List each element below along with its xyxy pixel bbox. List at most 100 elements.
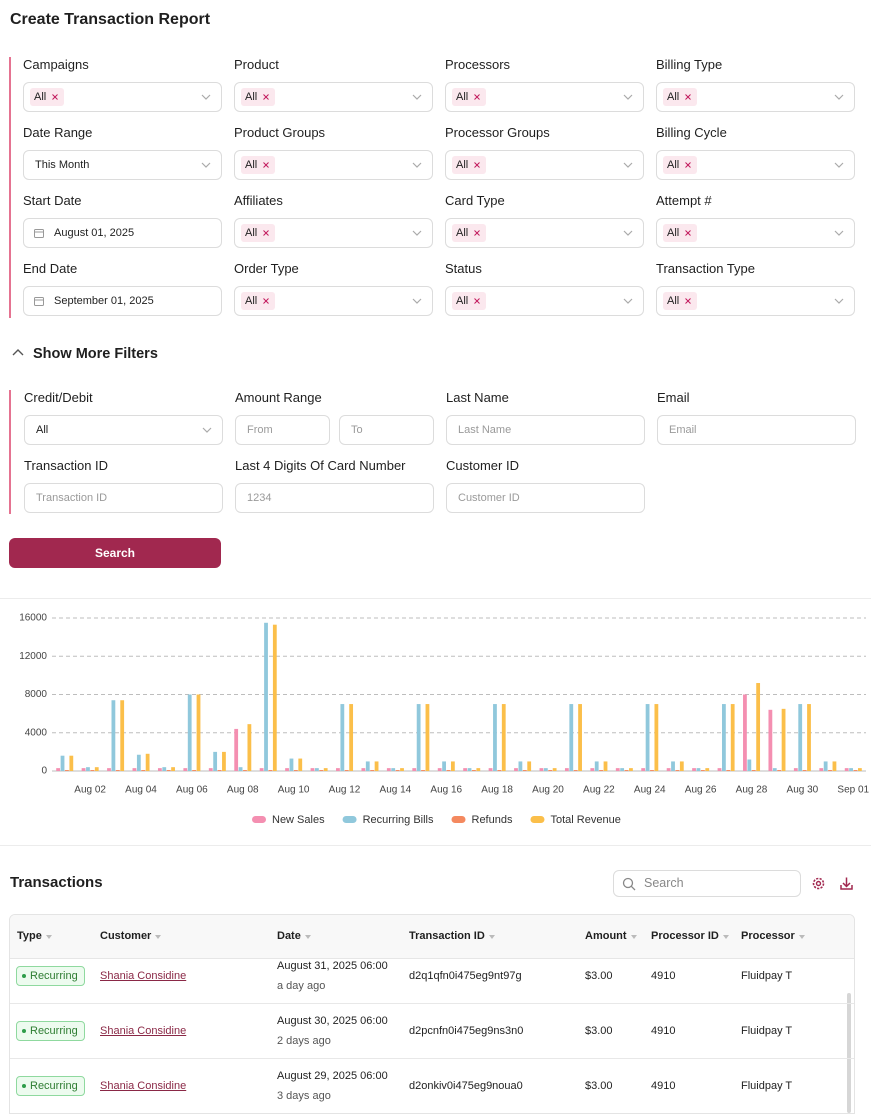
column-header[interactable]: Customer [100,915,162,958]
legend-item[interactable]: Recurring Bills [342,814,434,826]
bar [849,768,853,771]
chevron-down [202,427,212,433]
text-input[interactable]: 1234 [235,483,434,513]
bar [145,753,150,771]
bar [120,700,125,771]
field-label: Email [657,390,690,405]
field-label: Customer ID [446,458,519,473]
customer-link[interactable]: Shania Considine [100,1080,187,1092]
date-input[interactable]: September 01, 2025 [23,286,222,316]
placeholder: Last Name [458,424,512,436]
column-header[interactable]: Processor ID [651,915,729,958]
tag-remove[interactable] [685,230,692,236]
bar [624,770,629,771]
multi-select[interactable]: All [445,218,644,248]
bar [501,704,506,771]
tag-remove[interactable] [474,298,481,304]
bar [543,768,548,771]
bar [336,768,340,771]
legend-swatch [342,816,357,823]
tag-remove[interactable] [474,230,481,236]
multi-select[interactable]: All [656,218,855,248]
tag-remove[interactable] [685,162,692,168]
tag-remove[interactable] [52,94,59,100]
select[interactable]: All [24,415,223,445]
bar [162,767,167,771]
tag-text: All [456,91,469,103]
tag-remove[interactable] [685,94,692,100]
bar [751,770,756,771]
multi-select[interactable]: All [23,82,222,112]
tag: All [452,88,487,106]
date-input[interactable]: August 01, 2025 [23,218,222,248]
bar [472,770,476,771]
field-label: Processor Groups [445,125,550,140]
x-tick-label: Aug 02 [74,785,106,796]
search-button[interactable]: Search [9,538,221,568]
tag-remove[interactable] [263,298,270,304]
tag-remove[interactable] [263,230,270,236]
search-input[interactable]: Search [613,870,801,897]
tag-remove[interactable] [263,162,270,168]
bar [717,768,722,771]
column-header[interactable]: Processor [741,915,805,958]
tag-remove[interactable] [474,162,481,168]
bar [349,704,354,771]
customer-link[interactable]: Shania Considine [100,970,187,982]
bar [400,768,404,771]
more-filters-toggle[interactable]: Show More Filters [33,346,158,362]
tag-remove[interactable] [685,298,692,304]
multi-select[interactable]: All [656,286,855,316]
text-input[interactable]: To [339,415,434,445]
tag: All [452,156,487,174]
sort-icon [630,934,637,939]
table-header: Type Customer Date Transaction ID Amount Proc… [10,915,854,959]
bar [527,761,532,771]
processor: Fluidpay T [741,1025,793,1037]
column-header[interactable]: Type [17,915,52,958]
bar [60,755,65,771]
tag-text: All [667,91,680,103]
multi-select[interactable]: All [234,82,433,112]
bar [675,770,680,771]
bar [81,768,86,771]
multi-select[interactable]: All [445,150,644,180]
bar [721,704,726,771]
bar [272,624,277,771]
bar [819,768,824,771]
column-header[interactable]: Date [277,915,311,958]
tag: All [663,88,698,106]
tag: All [452,224,487,242]
download-icon[interactable] [839,876,854,891]
customer-link[interactable]: Shania Considine [100,1025,187,1037]
tag-remove[interactable] [474,94,481,100]
text-input[interactable]: From [235,415,330,445]
text-input[interactable]: Transaction ID [24,483,223,513]
tag-text: All [245,91,258,103]
sort-icon [155,934,162,939]
placeholder: Transaction ID [36,492,108,504]
date: August 30, 2025 06:00 [277,1015,388,1027]
text-input[interactable]: Customer ID [446,483,645,513]
bar [514,768,518,771]
select[interactable]: This Month [23,150,222,180]
legend-item[interactable]: Refunds [451,814,513,826]
multi-select[interactable]: All [234,218,433,248]
legend-item[interactable]: New Sales [252,814,325,826]
multi-select[interactable]: All [445,286,644,316]
multi-select[interactable]: All [656,150,855,180]
text-input[interactable]: Last Name [446,415,645,445]
collapse-icon[interactable] [12,347,24,359]
multi-select[interactable]: All [656,82,855,112]
tag-remove[interactable] [263,94,270,100]
bar [772,768,777,771]
multi-select[interactable]: All [234,150,433,180]
column-header[interactable]: Amount [585,915,637,958]
processor-id: 4910 [651,1080,676,1092]
multi-select[interactable]: All [234,286,433,316]
text-input[interactable]: Email [657,415,856,445]
settings-icon[interactable] [811,876,826,891]
legend-item[interactable]: Total Revenue [530,814,621,826]
column-header[interactable]: Transaction ID [409,915,495,958]
multi-select[interactable]: All [445,82,644,112]
